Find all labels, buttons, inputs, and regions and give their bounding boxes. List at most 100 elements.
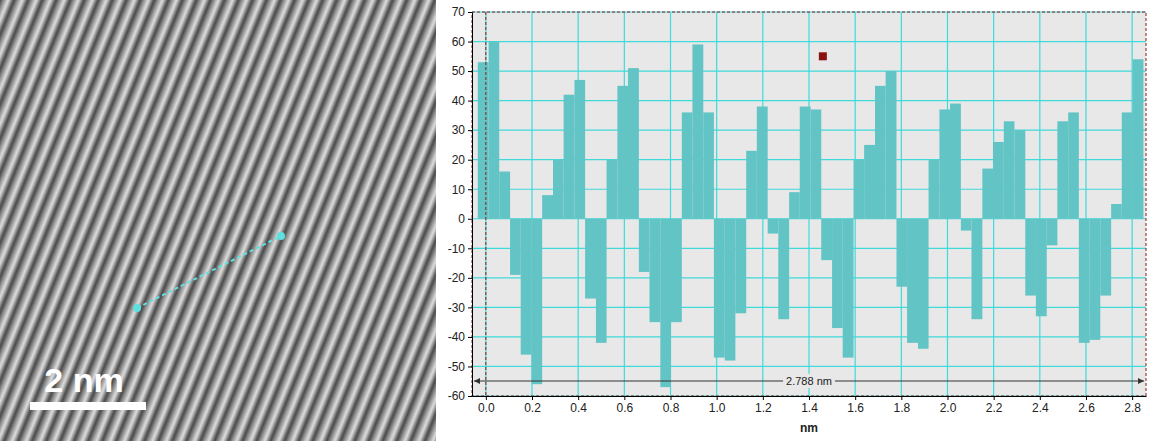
dimension-label-ground (783, 374, 835, 388)
x-tick-label: 0.2 (524, 401, 541, 415)
x-tick: 2.0 (940, 396, 957, 415)
x-tick: 2.2 (986, 396, 1003, 415)
selection-start (485, 12, 486, 396)
bar (692, 44, 703, 218)
grid-line-x (485, 12, 486, 396)
x-tick-label: 1.8 (893, 401, 910, 415)
x-tick-label: 1.2 (755, 401, 772, 415)
bar (1068, 112, 1079, 218)
y-tick-label: -20 (448, 271, 466, 285)
bar (821, 219, 832, 260)
x-tick-label: 1.6 (847, 401, 864, 415)
bar (617, 86, 628, 219)
bar (875, 86, 886, 219)
bar (1090, 219, 1101, 340)
x-tick: 1.0 (709, 396, 726, 415)
bar (682, 112, 693, 218)
image-texture (0, 0, 436, 441)
x-tick: 2.4 (1032, 396, 1049, 415)
bar (574, 80, 585, 219)
grid-line-x (1039, 12, 1040, 396)
bar (1111, 204, 1122, 219)
grid-line-y (472, 366, 1146, 367)
x-tick: 0.8 (663, 396, 680, 415)
bar (553, 160, 564, 219)
y-tick-label: 30 (452, 123, 466, 137)
bar (961, 219, 972, 231)
x-tick-label: 1.0 (709, 401, 726, 415)
y-tick: 30 (452, 123, 472, 137)
y-tick-mark (468, 219, 472, 220)
x-tick-label: 0.8 (663, 401, 680, 415)
x-tick: 1.6 (847, 396, 864, 415)
x-axis: 0.00.20.40.60.81.01.21.41.61.82.02.22.42… (473, 396, 1147, 415)
x-tick-mark (1040, 396, 1041, 400)
profile-chart: 0.00.20.40.60.81.01.21.41.61.82.02.22.42… (448, 5, 1147, 435)
x-tick-mark (994, 396, 995, 400)
x-tick-label: 2.6 (1078, 401, 1095, 415)
dimension: 2.788 nm (474, 374, 1144, 388)
y-tick-mark (468, 160, 472, 161)
x-tick-label: 2.4 (1032, 401, 1049, 415)
y-tick-mark (468, 366, 472, 367)
x-tick-mark (855, 396, 856, 400)
bar (854, 160, 865, 219)
y-tick-mark (468, 130, 472, 131)
y-tick: -20 (448, 271, 472, 285)
bar (714, 219, 725, 358)
grid-line-y (472, 70, 1146, 71)
y-tick: -40 (448, 330, 472, 344)
grid-line-y (472, 336, 1146, 337)
y-tick-mark (468, 12, 472, 13)
y-tick-label: -30 (448, 301, 466, 315)
x-tick-mark (901, 396, 902, 400)
measure-end (277, 232, 285, 240)
bar (811, 109, 822, 218)
x-tick-mark (532, 396, 533, 400)
bar (489, 42, 500, 219)
canvas: 2 nm0.00.20.40.60.81.01.21.41.61.82.02.2… (0, 0, 1150, 441)
bar (789, 192, 800, 219)
bar (585, 219, 596, 299)
bar (778, 219, 789, 319)
bar (971, 219, 982, 319)
bar (650, 219, 661, 322)
x-tick-mark (486, 396, 487, 400)
bar (521, 219, 532, 355)
y-tick-label: -10 (448, 242, 466, 256)
bar (703, 112, 714, 218)
x-tick-label: 2.0 (940, 401, 957, 415)
y-tick-label: 10 (452, 183, 466, 197)
grid-line-x (901, 12, 902, 396)
bar (929, 160, 940, 219)
bar (1122, 112, 1133, 218)
x-tick-mark (763, 396, 764, 400)
y-tick: 60 (452, 35, 472, 49)
grid-line-y (472, 41, 1146, 42)
bar (735, 219, 746, 314)
bar (939, 109, 950, 218)
bar (918, 219, 929, 349)
bar (639, 219, 650, 272)
y-tick: -60 (448, 389, 472, 403)
x-tick: 0.4 (570, 396, 587, 415)
y-tick-label: 0 (458, 212, 465, 226)
x-tick: 0.6 (616, 396, 633, 415)
x-tick-label: 0.0 (478, 401, 495, 415)
bar (1079, 219, 1090, 343)
bar (564, 95, 575, 219)
bar (843, 219, 854, 358)
bar (1047, 219, 1058, 246)
y-tick: 40 (452, 94, 472, 108)
bar (1133, 59, 1144, 219)
y-tick: -30 (448, 301, 472, 315)
bar (596, 219, 607, 343)
bar (982, 169, 993, 219)
y-tick-label: -40 (448, 330, 466, 344)
bar (1100, 219, 1111, 296)
y-tick-label: -50 (448, 360, 466, 374)
x-tick: 0.0 (478, 396, 495, 415)
bar (607, 160, 618, 219)
y-tick-mark (468, 337, 472, 338)
x-axis-title: nm (800, 421, 818, 435)
